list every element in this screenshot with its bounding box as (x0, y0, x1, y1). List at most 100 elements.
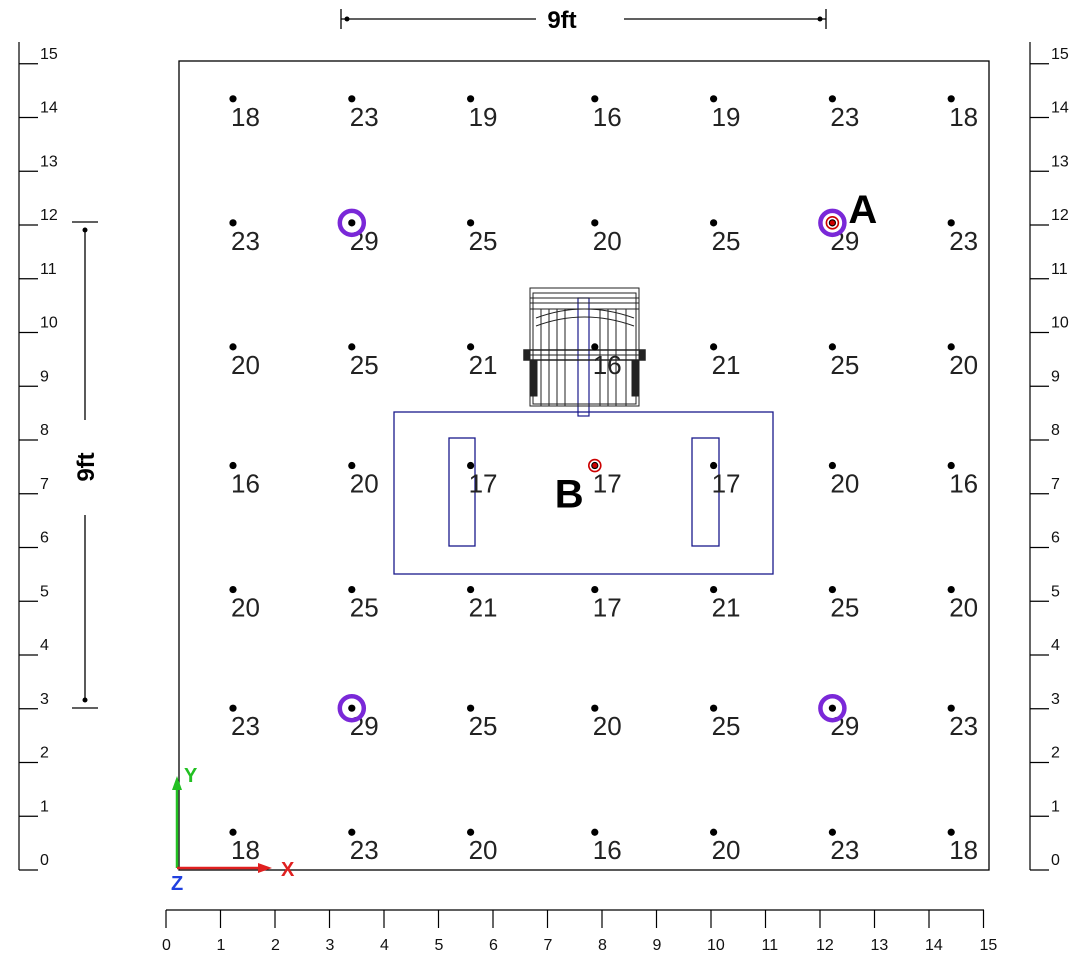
grid-point-value: 25 (350, 593, 379, 623)
right-ruler-tick-label: 11 (1051, 261, 1068, 278)
grid-point-value: 23 (350, 102, 379, 132)
right-ruler-tick-label: 14 (1051, 100, 1069, 117)
bottom-ruler-tick-label: 9 (653, 937, 662, 954)
grid-point (710, 95, 718, 103)
bottom-ruler: 0 1 2 3 4 5 6 7 8 9 10 11 12 13 14 15 (162, 909, 998, 954)
grid-point-value: 17 (469, 469, 498, 499)
grid-point (467, 704, 475, 712)
left-ruler-tick-label: 15 (40, 46, 58, 63)
grid-point (467, 343, 475, 351)
grid-point (710, 343, 718, 351)
grid-point (229, 461, 237, 470)
right-ruler-tick-label: 15 (1051, 46, 1069, 63)
highlight-ring (337, 693, 367, 723)
grid-point (467, 95, 475, 103)
bottom-ruler-tick-label: 3 (326, 937, 335, 954)
x-axis-arrow-icon (258, 863, 272, 873)
bottom-ruler-tick-label: 4 (380, 937, 389, 954)
grid-point (710, 704, 718, 712)
point-label: A (848, 188, 877, 232)
illuminance-grid: 18 23 19 16 19 23 18 23 29 25 20 25 29 23 20 25 21 16 21 25… (229, 95, 978, 865)
grid-point-value: 18 (231, 102, 260, 132)
grid-point (947, 219, 955, 227)
left-ruler-tick-label: 0 (40, 852, 49, 869)
grid-point (947, 461, 955, 470)
right-ruler-tick-label: 4 (1051, 637, 1060, 654)
grid-point (229, 585, 237, 594)
grid-point-value: 23 (830, 835, 859, 865)
right-ruler-tick-label: 9 (1051, 368, 1060, 385)
bottom-ruler-tick-label: 7 (544, 937, 553, 954)
grid-point (591, 219, 599, 227)
grid-point (947, 828, 955, 836)
grid-point-value: 21 (469, 593, 498, 623)
luminaire-fixture (393, 297, 774, 575)
bottom-ruler-tick-label: 8 (598, 937, 607, 954)
grid-point (828, 828, 837, 836)
y-axis-label: Y (184, 765, 198, 787)
fixture-housing (523, 287, 646, 407)
bottom-ruler-tick-label: 10 (707, 937, 725, 954)
grid-point (710, 585, 718, 594)
bottom-ruler-tick-label: 13 (871, 937, 889, 954)
grid-point (710, 219, 718, 227)
left-ruler-tick-label: 8 (40, 422, 49, 439)
grid-point-value: 20 (593, 226, 622, 256)
right-ruler-tick-label: 3 (1051, 691, 1060, 708)
axes-indicator: Y X Z (171, 765, 295, 895)
grid-point (348, 343, 356, 351)
bottom-ruler-tick-label: 2 (271, 937, 280, 954)
point-marker (587, 458, 602, 473)
grid-point (467, 585, 475, 594)
grid-point-value: 21 (712, 593, 741, 623)
grid-point-value: 25 (469, 711, 498, 741)
right-ruler-tick-label: 10 (1051, 315, 1069, 332)
labelled-points: AB (555, 188, 877, 517)
left-ruler-tick-label: 6 (40, 530, 49, 547)
grid-point (348, 219, 356, 227)
grid-point-value: 25 (469, 226, 498, 256)
grid-point-value: 20 (593, 711, 622, 741)
point-marker-center (592, 463, 598, 469)
grid-point (467, 828, 475, 836)
grid-point (348, 828, 356, 836)
grid-point-value: 20 (350, 469, 379, 499)
left-ruler-tick-label: 5 (40, 583, 49, 600)
grid-point-value: 29 (350, 226, 379, 256)
grid-point (591, 343, 599, 351)
grid-point (348, 704, 356, 712)
left-dimension-label: 9ft (73, 452, 100, 481)
grid-point (710, 828, 718, 836)
grid-point (229, 343, 237, 351)
grid-point (229, 95, 237, 103)
grid-point-value: 18 (949, 102, 978, 132)
grid-point-value: 16 (231, 469, 260, 499)
left-ruler-tick-label: 7 (40, 476, 49, 493)
grid-point-value: 25 (350, 350, 379, 380)
right-ruler-tick-label: 13 (1051, 153, 1069, 170)
grid-point-value: 20 (830, 469, 859, 499)
grid-point-value: 25 (712, 226, 741, 256)
grid-point (828, 343, 837, 351)
bottom-ruler-tick-label: 15 (980, 937, 998, 954)
right-ruler-tick-label: 12 (1051, 207, 1069, 224)
grid-point (467, 219, 475, 227)
grid-point-value: 29 (830, 711, 859, 741)
grid-point-value: 20 (231, 593, 260, 623)
bottom-ruler-tick-label: 11 (762, 937, 779, 954)
left-ruler-tick-label: 14 (40, 100, 58, 117)
y-axis-arrow-icon (172, 776, 182, 790)
grid-point-value: 23 (830, 102, 859, 132)
grid-point (828, 95, 837, 103)
left-ruler-tick-label: 9 (40, 368, 49, 385)
grid-point (348, 95, 356, 103)
left-ruler-tick-label: 1 (40, 798, 49, 815)
right-ruler-tick-label: 7 (1051, 476, 1060, 493)
grid-point (229, 704, 237, 712)
right-ruler-tick-label: 2 (1051, 745, 1060, 762)
left-ruler-tick-label: 2 (40, 745, 49, 762)
left-ruler-tick-label: 10 (40, 315, 58, 332)
